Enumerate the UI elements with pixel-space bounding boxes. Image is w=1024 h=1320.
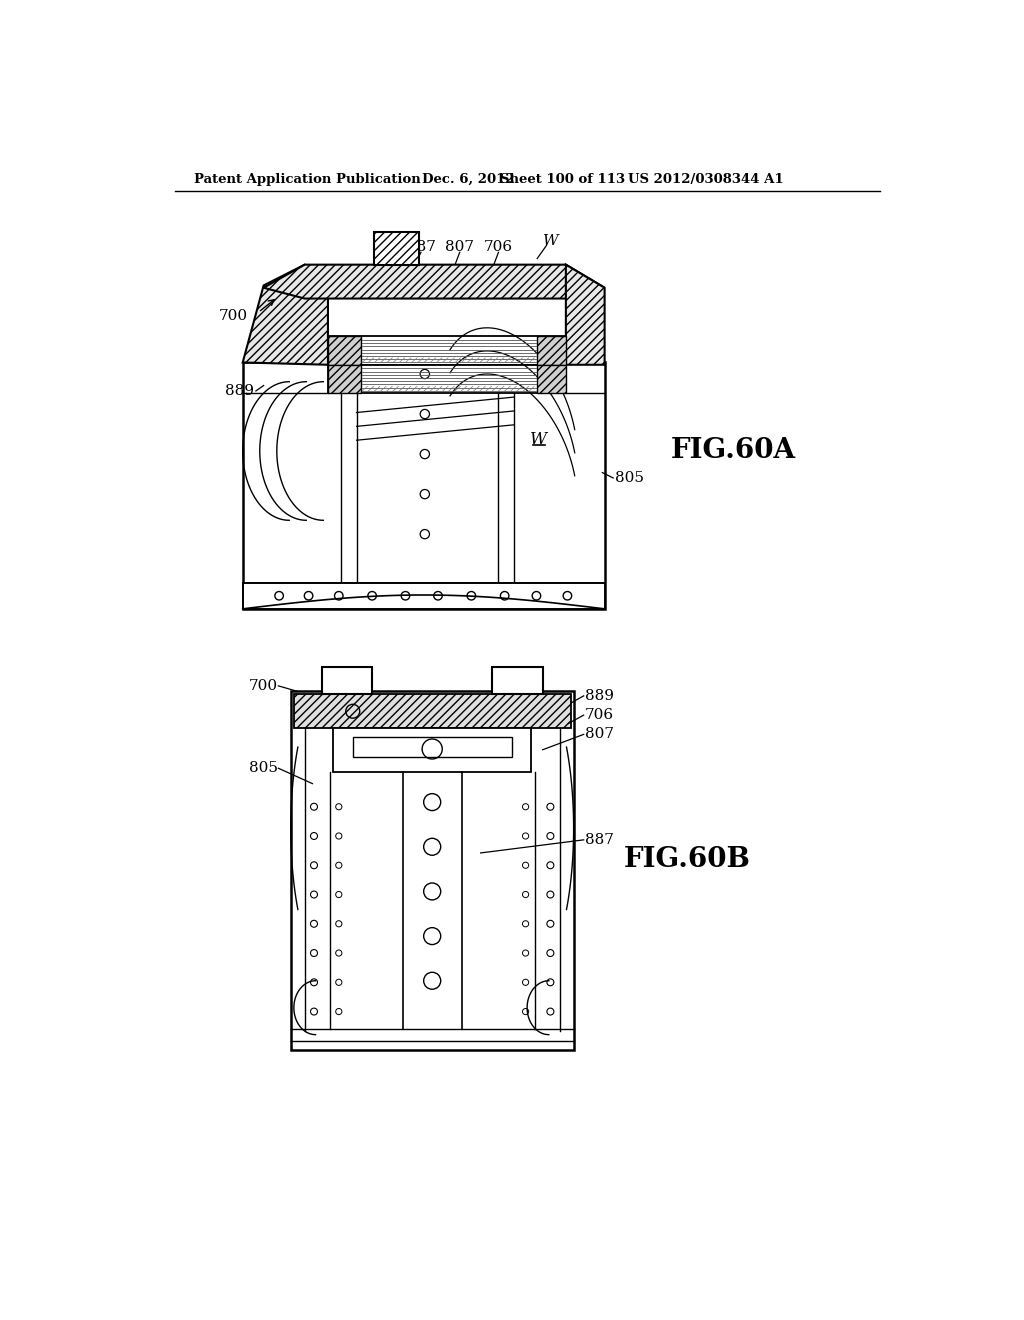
- Polygon shape: [263, 264, 604, 298]
- Text: 889: 889: [224, 384, 254, 397]
- Text: 887: 887: [407, 240, 435, 253]
- Polygon shape: [375, 231, 419, 264]
- Text: 807: 807: [445, 240, 474, 253]
- Text: 700: 700: [219, 309, 248, 323]
- Polygon shape: [538, 364, 566, 393]
- Text: 706: 706: [586, 708, 614, 722]
- Polygon shape: [243, 363, 604, 609]
- Polygon shape: [352, 738, 512, 756]
- Text: 889: 889: [586, 689, 614, 702]
- Text: Sheet 100 of 113: Sheet 100 of 113: [500, 173, 625, 186]
- Polygon shape: [538, 335, 566, 364]
- Text: W: W: [530, 430, 547, 447]
- Polygon shape: [566, 264, 604, 364]
- Text: 805: 805: [614, 471, 644, 484]
- Text: 887: 887: [586, 833, 614, 847]
- Text: US 2012/0308344 A1: US 2012/0308344 A1: [628, 173, 783, 186]
- Text: FIG.60B: FIG.60B: [624, 846, 751, 873]
- Polygon shape: [322, 667, 372, 694]
- Polygon shape: [294, 694, 570, 729]
- Text: 706: 706: [484, 240, 513, 253]
- Polygon shape: [328, 335, 360, 364]
- Polygon shape: [334, 729, 531, 772]
- Text: W: W: [543, 234, 558, 248]
- Text: Dec. 6, 2012: Dec. 6, 2012: [423, 173, 515, 186]
- Text: FIG.60A: FIG.60A: [671, 437, 796, 465]
- Text: 807: 807: [586, 727, 614, 742]
- Text: Patent Application Publication: Patent Application Publication: [194, 173, 421, 186]
- Text: 700: 700: [249, 678, 278, 693]
- Polygon shape: [243, 583, 604, 609]
- Polygon shape: [291, 692, 573, 1051]
- Polygon shape: [328, 335, 566, 364]
- Polygon shape: [328, 364, 360, 393]
- Polygon shape: [243, 264, 328, 364]
- Polygon shape: [493, 667, 543, 694]
- Polygon shape: [328, 364, 566, 393]
- Text: 805: 805: [249, 762, 278, 775]
